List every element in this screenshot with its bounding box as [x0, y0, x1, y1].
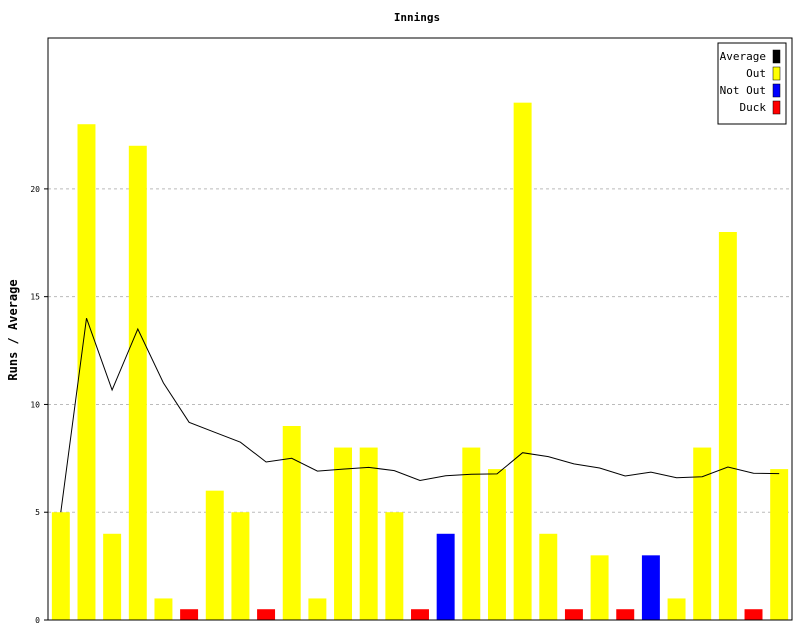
bars-group	[51, 102, 789, 620]
legend-label: Out	[746, 67, 766, 80]
bar-out	[718, 232, 737, 620]
bar-out	[51, 512, 70, 620]
bar-out	[539, 533, 558, 620]
legend-swatch	[772, 66, 781, 81]
bar-duck	[744, 609, 763, 620]
average-line	[60, 318, 780, 513]
axes	[47, 37, 793, 621]
bar-out	[590, 555, 609, 620]
legend-label: Duck	[740, 101, 767, 114]
bar-not-out	[436, 533, 455, 620]
legend-label: Average	[720, 50, 766, 63]
bar-out	[385, 512, 404, 620]
bar-duck	[564, 609, 583, 620]
bar-out	[308, 598, 327, 620]
legend-label: Not Out	[720, 84, 766, 97]
y-tick-label: 20	[30, 185, 40, 194]
bar-duck	[411, 609, 429, 620]
bar-out	[359, 447, 378, 620]
bar-out	[513, 102, 532, 620]
bar-out	[205, 490, 224, 620]
bar-out	[487, 469, 506, 620]
plot-frame	[47, 37, 793, 621]
legend-swatch	[772, 100, 781, 115]
bar-out	[231, 512, 250, 620]
bar-out	[770, 469, 789, 620]
y-axis-label: Runs / Average	[6, 279, 20, 380]
bar-duck	[180, 609, 199, 620]
bar-duck	[616, 609, 635, 620]
bar-out	[77, 124, 96, 620]
bar-duck	[257, 609, 276, 620]
bar-out	[667, 598, 686, 620]
bar-out	[462, 447, 481, 620]
bar-out	[128, 145, 147, 620]
bar-not-out	[641, 555, 660, 620]
bar-out	[282, 426, 301, 620]
y-tick-label: 5	[35, 508, 40, 517]
y-ticks: 0 5 10 15 20	[30, 185, 48, 625]
legend-swatch	[772, 83, 781, 98]
bar-out	[154, 598, 173, 620]
gridlines	[48, 188, 792, 513]
y-tick-label: 0	[35, 616, 40, 625]
bar-out	[334, 447, 353, 620]
legend: Average Out Not Out Duck	[717, 42, 787, 125]
y-tick-label: 10	[30, 400, 40, 409]
y-tick-label: 15	[30, 293, 40, 302]
bar-out	[693, 447, 712, 620]
bar-out	[103, 533, 122, 620]
chart-title: Innings	[394, 11, 440, 24]
legend-swatch	[772, 49, 781, 64]
